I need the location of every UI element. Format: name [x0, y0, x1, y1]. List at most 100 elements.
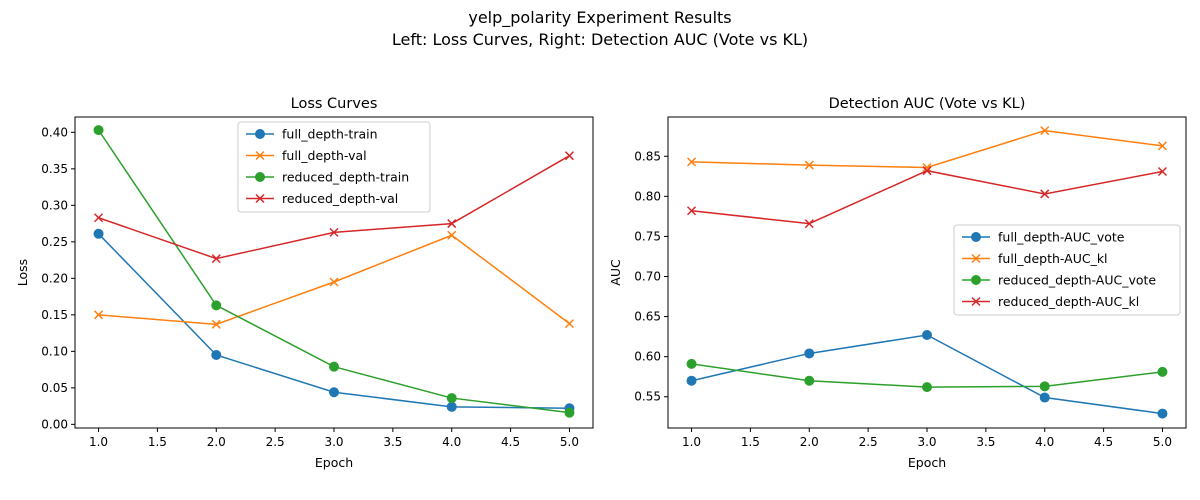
y-tick-label: 0.10 — [41, 344, 68, 358]
data-point — [922, 166, 932, 176]
figure-title-line1: yelp_polarity Experiment Results — [468, 8, 731, 28]
data-point — [804, 348, 815, 359]
data-point — [446, 393, 457, 404]
data-point — [804, 160, 814, 170]
legend-entry: full_depth-AUC_kl — [962, 251, 1108, 266]
data-point — [93, 125, 104, 136]
data-point — [1157, 166, 1167, 177]
y-tick-label: 0.65 — [634, 310, 661, 324]
y-tick-label: 0.55 — [634, 390, 661, 404]
legend-marker — [971, 253, 981, 264]
y-tick-label: 0.15 — [41, 308, 68, 322]
axes-title: Detection AUC (Vote vs KL) — [829, 96, 1026, 112]
y-tick-label: 0.20 — [41, 271, 68, 285]
data-point — [447, 219, 457, 229]
data-point — [687, 206, 697, 216]
legend-label: full_depth-AUC_vote — [998, 230, 1125, 245]
legend-frame — [237, 121, 431, 213]
x-tick-label: 4.0 — [442, 435, 461, 449]
data-point — [329, 361, 339, 372]
legend-marker — [255, 129, 265, 139]
y-tick-label: 0.05 — [41, 381, 68, 395]
y-tick-label: 0.25 — [41, 235, 68, 249]
x-tick-label: 2.0 — [207, 435, 226, 449]
x-tick-label: 4.5 — [501, 435, 520, 449]
data-point — [564, 407, 575, 418]
data-point — [93, 228, 104, 239]
x-tick-label: 3.0 — [917, 435, 936, 449]
data-point — [1040, 126, 1050, 136]
data-point — [686, 358, 697, 369]
series-line — [691, 129, 1163, 169]
data-point — [687, 157, 697, 167]
legend-label: reduced_depth-AUC_vote — [998, 273, 1156, 288]
x-tick-label: 3.5 — [383, 435, 402, 449]
x-tick-label: 5.0 — [560, 435, 579, 449]
series-full_depth-AUC_vote — [686, 330, 1168, 419]
series-reduced_depth-val — [94, 151, 574, 264]
legend-entry: reduced_depth-train — [246, 170, 409, 185]
data-point — [211, 300, 222, 311]
y-tick-label: 0.00 — [41, 417, 68, 431]
y-tick-label: 0.70 — [634, 270, 661, 284]
y-tick-label: 0.35 — [41, 162, 68, 176]
data-point — [447, 230, 457, 240]
x-tick-label: 1.5 — [148, 435, 167, 449]
data-point — [564, 151, 574, 161]
data-point — [94, 213, 104, 223]
series-reduced_depth-AUC_kl — [687, 166, 1167, 229]
data-point — [329, 227, 339, 237]
x-axis-label: Epoch — [908, 455, 946, 470]
legend-label: reduced_depth-train — [282, 170, 409, 185]
x-tick-label: 4.0 — [1035, 435, 1054, 449]
y-axis-label: Loss — [15, 259, 30, 286]
data-point — [211, 254, 221, 264]
data-point — [94, 310, 104, 320]
series-line — [98, 234, 570, 326]
x-tick-label: 2.0 — [800, 435, 819, 449]
data-point — [1157, 366, 1168, 377]
y-tick-label: 0.80 — [634, 189, 661, 203]
data-point — [804, 219, 814, 229]
y-tick-label: 0.75 — [634, 229, 661, 243]
x-tick-label: 5.0 — [1153, 435, 1172, 449]
loss-curves-panel: Loss Curves 1.0 1.5 2.0 2.5 3.0 3.5 4.0 4.5 5.0 0.… — [15, 96, 594, 470]
legend-entry: reduced_depth-AUC_vote — [962, 273, 1156, 288]
figure-title-line2: Left: Loss Curves, Right: Detection AUC … — [392, 30, 808, 49]
series-reduced_depth-train — [93, 125, 575, 418]
legend-label: full_depth-train — [282, 127, 378, 142]
data-point — [922, 382, 932, 393]
data-point — [564, 319, 574, 329]
data-point — [211, 319, 221, 329]
data-point — [922, 330, 932, 341]
x-tick-label: 2.5 — [859, 435, 878, 449]
legend-marker — [971, 296, 981, 307]
legend-marker — [971, 275, 981, 285]
series-line — [691, 169, 1163, 225]
data-point — [446, 401, 457, 412]
x-tick-label: 1.0 — [89, 435, 108, 449]
y-tick-label: 0.40 — [41, 125, 68, 139]
data-point — [1157, 408, 1168, 419]
legend-marker — [255, 150, 265, 161]
legend-entry: full_depth-train — [246, 127, 378, 142]
x-tick-label: 3.0 — [324, 435, 343, 449]
series-full_depth-train — [93, 228, 575, 414]
data-point — [804, 375, 815, 386]
series-full_depth-val — [94, 230, 574, 329]
legend: full_depth-train full_depth-val reduced_de… — [237, 121, 431, 213]
legend-entry: full_depth-val — [246, 148, 367, 163]
y-tick-label: 0.85 — [634, 149, 661, 163]
legend: full_depth-AUC_vote full_depth-AUC_klredu… — [953, 224, 1181, 316]
data-point — [1039, 381, 1050, 392]
legend-frame — [953, 224, 1181, 316]
axes-title: Loss Curves — [291, 96, 378, 112]
series-full_depth-AUC_kl — [687, 126, 1167, 173]
legend-entry: reduced_depth-val — [246, 191, 398, 206]
legend-entry: full_depth-AUC_vote — [962, 230, 1125, 245]
legend-marker — [971, 232, 981, 242]
detection-auc-panel: Detection AUC (Vote vs KL) 1.0 1.5 2.0 2.5 3.… — [608, 96, 1187, 470]
series-reduced_depth-AUC_vote — [686, 358, 1168, 393]
